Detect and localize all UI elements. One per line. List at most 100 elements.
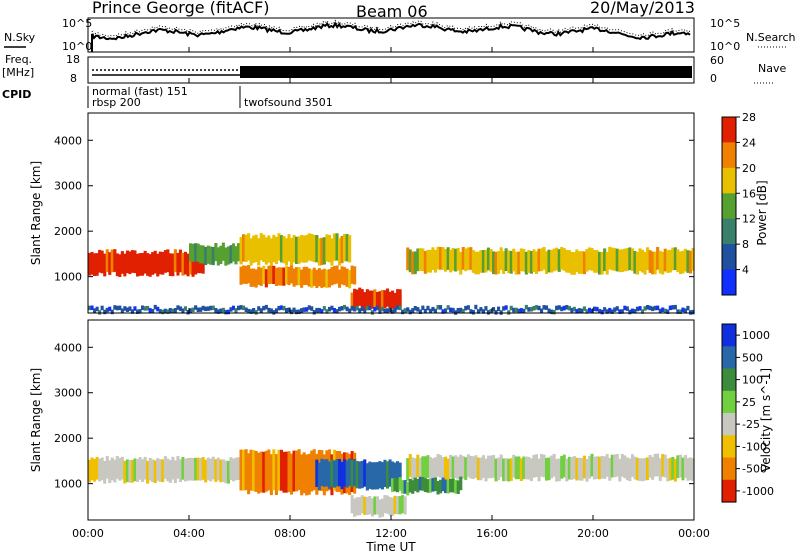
velocity-cell-2-7 [332, 460, 336, 488]
power-cell-5-40 [507, 250, 511, 274]
power-cell-6-198 [588, 307, 592, 313]
power-cell-6-209 [615, 306, 619, 311]
power-cell-0-27 [156, 253, 160, 277]
velocity-cell-2-15 [353, 458, 357, 487]
velocity-cell-4-84 [618, 458, 622, 482]
power-cell-6-19 [136, 309, 140, 314]
power-cell-6-106 [355, 305, 359, 311]
velocity-cell-2-24 [375, 462, 379, 490]
power-cell-3-20 [290, 238, 294, 266]
velocity-cell-0-20 [138, 457, 142, 480]
velocity-cell-4-94 [643, 457, 647, 481]
power-cell-6-41 [191, 307, 195, 313]
power-cell-6-80 [290, 309, 294, 315]
power-cell-3-21 [292, 235, 296, 263]
velocity-cell-1-27 [307, 453, 311, 495]
power-cell-5-110 [683, 248, 687, 272]
power-cell-6-72 [269, 308, 273, 313]
power-cell-3-19 [287, 234, 291, 262]
velocity-cell-4-46 [522, 456, 526, 480]
power-cell-6-208 [613, 307, 617, 312]
frequency-panel: Freq. [MHz] 18 8 60 0 Nave [2, 53, 786, 85]
velocity-cell-4-17 [449, 454, 453, 478]
velocity-cell-2-19 [363, 459, 367, 487]
power-cell-6-228 [663, 308, 667, 314]
power-cell-2-18 [285, 266, 289, 285]
power-cell-4-8 [370, 290, 374, 309]
power-cell-6-101 [343, 304, 347, 310]
power-cell-1-16 [229, 245, 233, 264]
power-cell-5-35 [494, 251, 498, 275]
power-cell-5-27 [474, 251, 478, 275]
power-cell-6-10 [113, 305, 117, 310]
power-cell-5-38 [502, 251, 506, 274]
colorbar-swatch-4 [722, 413, 736, 436]
power-cell-6-168 [512, 307, 516, 313]
power-cell-6-31 [166, 309, 170, 314]
velocity-cell-4-29 [479, 457, 483, 481]
velocity-cell-4-54 [542, 454, 546, 478]
power-cell-5-81 [610, 247, 614, 271]
cpid-mode-rbsp: rbsp 200 [92, 96, 141, 109]
power-cells [88, 233, 695, 315]
power-cell-2-29 [312, 267, 316, 286]
power-cell-4-2 [355, 289, 359, 308]
velocity-cell-2-14 [350, 460, 354, 488]
power-cell-4-16 [391, 290, 395, 309]
power-cell-6-15 [125, 307, 129, 312]
velocity-cell-4-12 [436, 454, 440, 477]
velocity-cell-2-30 [391, 461, 395, 489]
velocity-cell-4-61 [560, 456, 564, 479]
power-cell-5-92 [638, 248, 642, 272]
power-cell-6-99 [338, 306, 342, 312]
velocity-cell-0-4 [98, 458, 102, 482]
power-cell-6-6 [103, 309, 107, 315]
power-cell-4-9 [373, 289, 377, 308]
power-cell-6-224 [653, 305, 657, 311]
power-cell-0-35 [176, 252, 180, 276]
power-cell-6-144 [451, 307, 455, 313]
power-cell-6-134 [426, 305, 430, 311]
power-cell-5-87 [625, 248, 629, 271]
power-cell-3-26 [305, 235, 309, 263]
power-cell-6-74 [274, 308, 278, 313]
power-cell-5-28 [476, 251, 480, 275]
velocity-cell-4-62 [562, 454, 566, 478]
power-cell-3-7 [257, 238, 261, 266]
velocity-cell-0-18 [133, 458, 137, 482]
power-cell-1-13 [221, 242, 225, 261]
power-cell-6-67 [257, 306, 261, 311]
power-cell-6-22 [143, 306, 147, 311]
velocity-cell-4-35 [494, 458, 498, 482]
velocity-cell-2-25 [378, 461, 382, 489]
velocity-cell-4-110 [683, 455, 687, 478]
velocity-cell-0-7 [105, 456, 109, 479]
velocity-cell-2-16 [355, 461, 359, 489]
power-cell-6-63 [247, 308, 251, 314]
time-tick-label-2: 08:00 [274, 527, 306, 540]
colorbar-swatch-7 [722, 479, 736, 503]
power-cell-3-32 [320, 237, 324, 266]
power-cell-2-39 [338, 269, 342, 288]
colorbar-swatch-5 [722, 435, 736, 459]
velocity-cell-4-65 [570, 457, 574, 480]
power-cell-6-98 [335, 309, 339, 314]
velocity-cell-3-18 [396, 496, 400, 515]
power-cell-5-24 [466, 247, 470, 271]
velocity-cell-0-17 [130, 459, 134, 483]
power-cell-2-24 [300, 269, 304, 288]
velocity-cell-0-2 [93, 458, 97, 482]
power-cell-3-18 [285, 238, 289, 266]
power-cell-6-233 [676, 309, 680, 314]
power-cell-3-17 [282, 236, 286, 264]
power-cell-6-225 [656, 305, 660, 311]
velocity-cell-1-26 [305, 454, 309, 496]
power-cell-5-47 [524, 251, 528, 275]
power-cell-6-65 [252, 308, 256, 313]
velocity-cell-1-6 [254, 451, 258, 492]
power-cell-5-42 [512, 248, 516, 272]
power-cell-0-5 [100, 250, 104, 274]
power-cell-6-32 [168, 308, 172, 313]
power-cell-5-37 [499, 247, 503, 270]
power-cell-5-68 [577, 251, 581, 274]
